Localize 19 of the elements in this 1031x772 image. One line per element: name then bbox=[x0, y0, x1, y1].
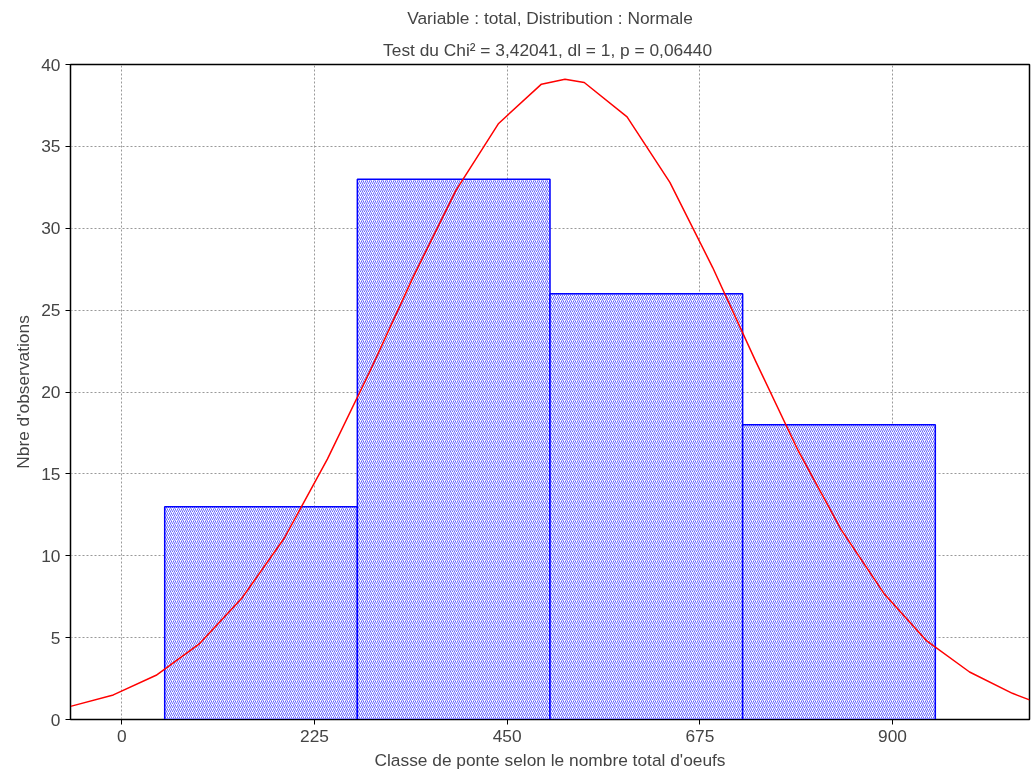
x-tick-label: 0 bbox=[117, 725, 127, 746]
x-tick-label: 900 bbox=[878, 725, 907, 746]
y-tick-label: 35 bbox=[41, 136, 61, 157]
y-tick-label: 0 bbox=[50, 709, 61, 730]
y-tick-label: 5 bbox=[50, 627, 61, 648]
x-tick-label: 450 bbox=[492, 725, 522, 746]
x-tick-label: 225 bbox=[300, 725, 329, 746]
x-tick-label: 675 bbox=[685, 725, 715, 746]
y-tick-label: 20 bbox=[41, 382, 61, 402]
chart-title: Variable : total, Distribution : Normale bbox=[407, 7, 693, 28]
y-tick-label: 30 bbox=[41, 218, 61, 239]
y-tick-label: 25 bbox=[41, 300, 61, 321]
x-axis-title: Classe de ponte selon le nombre total d'oeufs bbox=[374, 749, 726, 770]
line-series bbox=[70, 78, 1030, 708]
y-tick-label: 10 bbox=[41, 545, 61, 566]
y-axis-title: Nbre d'observations bbox=[13, 314, 34, 469]
y-tick-label: 40 bbox=[41, 54, 61, 75]
chart-subtitle: Test du Chi² = 3,42041, dl = 1, p = 0,06440 bbox=[383, 39, 713, 60]
y-tick-label: 15 bbox=[41, 463, 61, 484]
